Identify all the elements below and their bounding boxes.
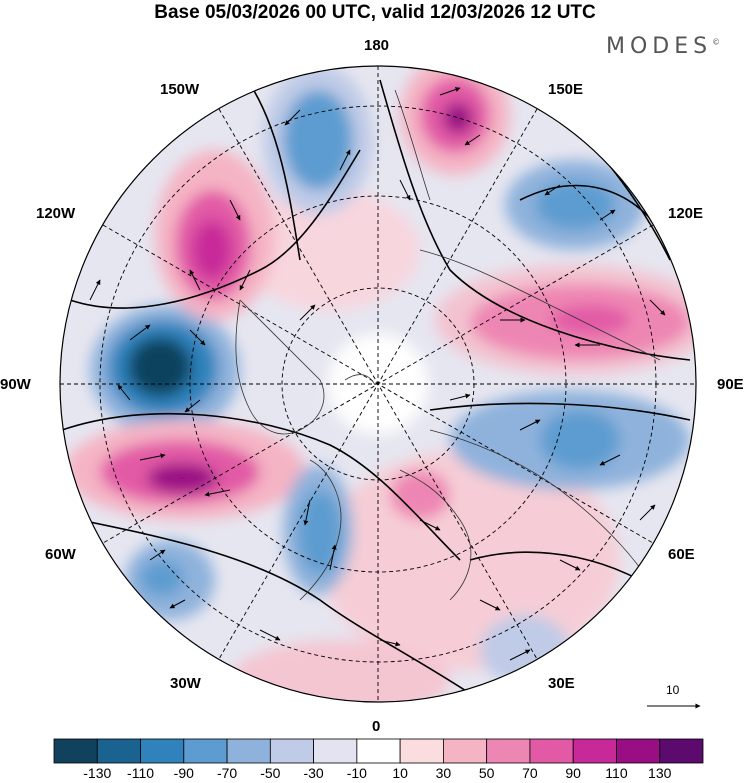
colorbar-tick-label: 90 — [565, 765, 581, 781]
label-90w: 90W — [0, 376, 31, 393]
colorbar-swatch — [616, 738, 661, 764]
colorbar-swatch — [659, 738, 704, 764]
label-0: 0 — [372, 718, 381, 735]
label-60e: 60E — [668, 546, 695, 563]
meridians — [60, 66, 696, 702]
coastlines — [235, 89, 661, 601]
colorbar-tick-label: -30 — [303, 765, 324, 781]
colorbar-swatch — [226, 738, 271, 764]
colorbar-swatch — [529, 738, 574, 764]
contour-lines — [61, 69, 691, 701]
label-90e: 90E — [717, 376, 744, 393]
colorbar-tick-label: 110 — [605, 765, 628, 781]
colorbar-tick-label: -70 — [216, 765, 238, 781]
colorbar-swatch — [140, 738, 185, 764]
label-60w: 60W — [45, 546, 76, 563]
colorbar-swatch — [356, 738, 401, 764]
colorbar-swatch — [486, 738, 531, 764]
colorbar-tick-label: 10 — [392, 765, 408, 781]
modes-logo: MODES© — [606, 34, 721, 59]
wind-vectors — [89, 87, 666, 661]
colorbar-swatch — [313, 738, 358, 764]
map-title: Base 05/03/2026 00 UTC, valid 12/03/2026… — [154, 2, 596, 23]
colorbar-tick-label: 130 — [648, 765, 672, 781]
colorbar-tick-label: 50 — [478, 765, 495, 781]
anomaly-field — [60, 66, 696, 702]
colorbar — [53, 738, 704, 764]
map-boundary — [59, 65, 697, 703]
label-180: 180 — [364, 37, 390, 54]
colorbar-tick-label: 30 — [435, 765, 452, 781]
label-120e: 120E — [668, 205, 704, 222]
label-150e: 150E — [548, 81, 584, 98]
label-120w: 120W — [36, 205, 76, 222]
label-30w: 30W — [170, 675, 201, 692]
colorbar-tick-label: 70 — [522, 765, 538, 781]
label-30e: 30E — [548, 675, 575, 692]
colorbar-swatch — [572, 738, 617, 764]
reference-vector-label: 10 — [666, 683, 680, 697]
colorbar-tick-label: -130 — [83, 765, 112, 781]
colorbar-swatch — [269, 738, 315, 764]
label-150w: 150W — [160, 81, 200, 98]
colorbar-swatch — [96, 738, 141, 764]
colorbar-tick-label: -90 — [173, 765, 194, 781]
colorbar-tick-label: -110 — [127, 765, 155, 781]
colorbar-swatch — [442, 738, 488, 764]
colorbar-tick-label: -50 — [260, 765, 281, 781]
colorbar-swatch — [399, 738, 444, 764]
colorbar-swatch — [183, 738, 228, 764]
colorbar-tick-label: -10 — [346, 765, 367, 781]
colorbar-swatch — [53, 738, 98, 764]
